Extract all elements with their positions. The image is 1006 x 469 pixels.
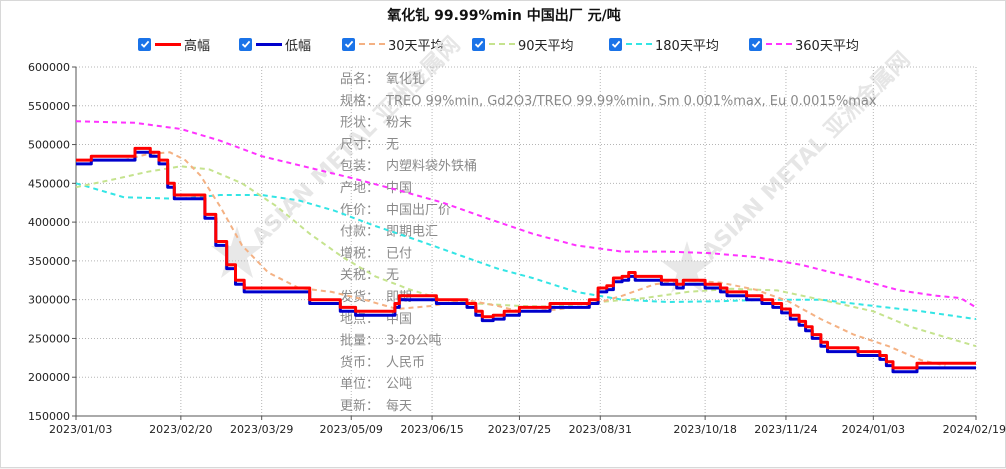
legend-swatch — [256, 42, 282, 46]
info-value: 粉末 — [386, 116, 412, 131]
info-value: 中国出厂价 — [386, 203, 451, 218]
x-tick-label: 2023/08/31 — [569, 423, 632, 436]
legend-label: 30天平均 — [388, 38, 444, 54]
info-key: 关税： — [340, 268, 379, 283]
y-tick-label: 250000 — [28, 332, 70, 345]
info-key: 包装： — [340, 159, 379, 174]
legend-swatch — [359, 43, 385, 45]
chart-title: 氧化钆 99.99%min 中国出厂 元/吨 — [387, 8, 621, 24]
info-value: 公吨 — [386, 377, 412, 392]
info-value: 即期电汇 — [386, 225, 438, 240]
legend-label: 90天平均 — [518, 38, 574, 54]
info-key: 批量： — [340, 334, 379, 349]
y-tick-label: 200000 — [28, 371, 70, 384]
y-tick-label: 600000 — [28, 61, 70, 74]
checkbox-checked-icon[interactable] — [342, 37, 355, 51]
info-key: 更新： — [340, 398, 379, 414]
info-key: 发货： — [340, 289, 379, 305]
watermark-star-icon — [211, 226, 263, 278]
info-value: 氧化钆 — [386, 72, 425, 87]
x-tick-label: 2023/11/24 — [754, 423, 817, 436]
legend-item-4[interactable]: 90天平均 — [472, 34, 574, 54]
legend-swatch — [155, 42, 181, 46]
info-value: 中国 — [386, 181, 412, 196]
watermark-star-icon — [661, 241, 713, 293]
info-key: 形状： — [340, 116, 379, 131]
legend-swatch — [626, 43, 652, 45]
x-tick-label: 2023/02/20 — [149, 423, 212, 436]
watermark-group: ASIAN METAL 亚洲金属网 ASIAN METAL 亚洲金属网 — [211, 32, 915, 293]
series-30d-avg — [123, 151, 946, 367]
checkbox-checked-icon[interactable] — [239, 37, 252, 51]
y-tick-label: 550000 — [28, 100, 70, 113]
y-tick-label: 150000 — [28, 410, 70, 423]
x-tick-label: 2023/03/29 — [230, 423, 293, 436]
info-value: 已付 — [386, 246, 412, 261]
legend-item-1[interactable]: 高幅 — [138, 34, 210, 54]
y-tick-label: 500000 — [28, 139, 70, 152]
x-tick-label: 2023/10/18 — [673, 423, 736, 436]
x-tick-label: 2023/06/15 — [400, 423, 463, 436]
checkbox-checked-icon[interactable] — [609, 37, 622, 51]
info-key: 产地： — [340, 181, 379, 196]
info-value: 无 — [386, 268, 399, 283]
y-tick-label: 400000 — [28, 216, 70, 229]
y-tick-label: 450000 — [28, 177, 70, 190]
info-key: 品名： — [340, 71, 379, 87]
legend-label: 高幅 — [184, 38, 211, 54]
info-value: TREO 99%min, Gd2O3/TREO 99.99%min, Sm 0.… — [385, 94, 877, 109]
info-value: 人民币 — [386, 355, 425, 370]
info-key: 规格： — [340, 93, 379, 109]
checkbox-checked-icon[interactable] — [472, 37, 485, 51]
series-180d-avg — [75, 182, 977, 321]
checkbox-checked-icon[interactable] — [138, 37, 151, 51]
series-360d-avg — [75, 120, 977, 309]
legend-label: 180天平均 — [655, 38, 719, 54]
series-90d-avg — [75, 165, 977, 348]
legend-label: 360天平均 — [795, 38, 859, 54]
legend-label: 低幅 — [285, 38, 312, 54]
x-tick-label: 2024/02/19 — [943, 423, 1006, 436]
info-value: 无 — [386, 137, 399, 152]
legend-item-6[interactable]: 360天平均 — [749, 34, 859, 54]
y-tick-label: 300000 — [28, 294, 70, 307]
info-value: 内塑料袋外铁桶 — [386, 158, 477, 174]
info-key: 付款： — [340, 225, 379, 240]
watermark-text: ASIAN METAL 亚洲金属网 — [697, 47, 916, 266]
x-tick-label: 2023/01/03 — [49, 423, 112, 436]
info-value: 3-20公吨 — [386, 334, 442, 349]
x-tick-label: 2024/01/03 — [842, 423, 905, 436]
info-key: 增税： — [340, 246, 379, 261]
info-value: 每天 — [386, 398, 412, 414]
checkbox-checked-icon[interactable] — [749, 37, 762, 51]
info-key: 货币： — [340, 354, 379, 370]
x-tick-label: 2023/05/09 — [320, 423, 383, 436]
legend-item-3[interactable]: 30天平均 — [342, 34, 444, 54]
x-tick-label: 2023/07/25 — [488, 423, 551, 436]
legend-swatch — [489, 43, 515, 45]
y-tick-label: 350000 — [28, 255, 70, 268]
legend-item-5[interactable]: 180天平均 — [609, 34, 719, 54]
series-high — [76, 146, 976, 370]
info-key: 单位： — [340, 377, 379, 392]
legend: 高幅 低幅 30天平均 90天平均 180天平均 360天平均 — [1, 34, 1006, 54]
legend-swatch — [766, 43, 792, 45]
info-key: 作价： — [340, 203, 379, 218]
legend-item-2[interactable]: 低幅 — [239, 34, 311, 54]
info-key: 尺寸： — [340, 137, 379, 152]
